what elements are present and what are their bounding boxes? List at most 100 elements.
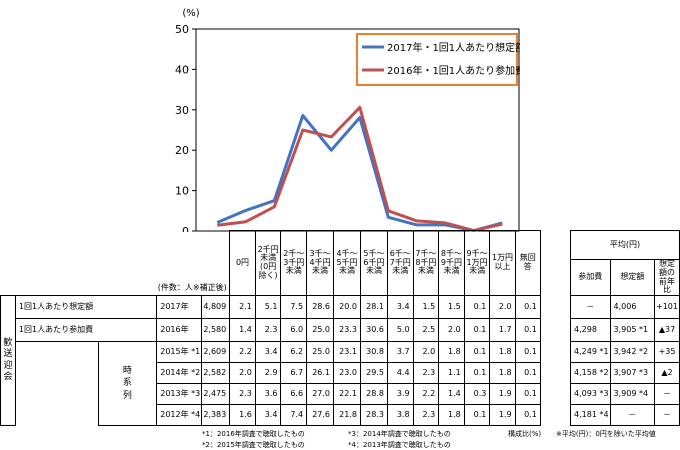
- value-cell: 1.8: [438, 341, 465, 364]
- avg-assumed: 4,006: [609, 295, 656, 320]
- avg-yoy: －: [654, 404, 680, 427]
- y-unit-label: (%): [182, 8, 199, 19]
- value-cell: 5.1: [254, 295, 282, 320]
- avg-yoy: －: [654, 383, 680, 406]
- value-cell: 1.9: [489, 383, 516, 406]
- value-cell: 20.0: [333, 295, 361, 320]
- value-cell: 1.9: [489, 404, 516, 427]
- y-tick-label: 30: [175, 104, 189, 117]
- row-count: 4,809: [201, 295, 231, 320]
- value-cell: 6.2: [280, 341, 308, 364]
- value-cell: 0.1: [514, 404, 541, 427]
- row-count: 2,475: [201, 383, 231, 406]
- avg-assumed: 3,942 *2: [609, 341, 656, 364]
- value-cell: 1.4: [438, 383, 465, 406]
- y-tick-label: 50: [175, 23, 189, 36]
- value-cell: 7.4: [280, 404, 308, 427]
- value-cell: 0.1: [514, 383, 541, 406]
- value-cell: 2.1: [229, 295, 256, 320]
- value-cell: 2.3: [412, 362, 440, 385]
- value-cell: 23.1: [333, 341, 361, 364]
- legend-box: [356, 33, 518, 86]
- col-header-10: 9千～ 1万円 未満: [463, 229, 491, 297]
- col-header-4: 3千～ 4千円 未満: [306, 229, 335, 297]
- value-cell: 0.3: [463, 383, 491, 406]
- value-cell: 30.8: [359, 341, 388, 364]
- value-cell: 0.1: [463, 341, 491, 364]
- avg-yoy: +35: [654, 341, 680, 364]
- avg-fee: 4,298: [570, 318, 611, 343]
- col-header-11: 1万円 以上: [489, 229, 516, 297]
- row-count: 2,580: [201, 318, 231, 343]
- legend-label-2: 2016年・1回1人あたり参加費: [387, 64, 520, 77]
- value-cell: 2.3: [412, 404, 440, 427]
- value-cell: 28.1: [359, 295, 388, 320]
- value-cell: 30.6: [359, 318, 388, 343]
- col-header-5: 4千～ 5千円 未満: [333, 229, 361, 297]
- y-tick-label: 20: [175, 144, 189, 157]
- table-row: 時系列 2015年 *1 2,609 2.2 3.4 6.2 25.0 23.1 30.8 3.7…: [1, 341, 680, 427]
- data-table: (件数：人※補正後) 0円 2千円 未満 (0円 除く) 2千～ 3千円 未満 3千～ 4千円 未満 4…: [0, 229, 680, 427]
- footnote-2: *2：2015年調査で聴取したもの: [202, 441, 305, 449]
- value-cell: 6.6: [280, 383, 308, 406]
- row-count: 2,609: [201, 341, 231, 364]
- value-cell: 3.4: [254, 404, 282, 427]
- value-cell: 28.3: [359, 404, 388, 427]
- series-line-2: [217, 105, 503, 232]
- row-year: 2015年 *1: [156, 341, 203, 364]
- avg-fee: 4,093 *3: [570, 383, 611, 406]
- value-cell: 27.6: [306, 404, 335, 427]
- value-cell: 2.0: [438, 318, 465, 343]
- value-cell: 0.1: [514, 318, 541, 343]
- row-label: 1回1人あたり想定額: [14, 295, 158, 320]
- blank-cell: [540, 342, 570, 363]
- value-cell: 25.0: [306, 318, 335, 343]
- avg-header-3: 想定額の 前年比: [654, 258, 680, 297]
- value-cell: 6.7: [280, 362, 308, 385]
- side-label: 歓送迎会: [0, 295, 16, 427]
- table-row: 歓送迎会 1回1人あたり想定額 2017年 4,809 2.1 5.1 7.5 28.6 20.…: [0, 295, 680, 427]
- y-tick-label: 40: [175, 63, 189, 76]
- value-cell: 1.8: [489, 341, 516, 364]
- table-row: 2012年 *4 2,383 1.6 3.4 7.4 27.6 21.8 28.3 3.8 2.3…: [1, 404, 680, 427]
- value-cell: 0.1: [463, 295, 491, 320]
- avg-yoy: ▲37: [654, 318, 680, 343]
- row-label: 1回1人あたり参加費: [14, 318, 158, 343]
- value-cell: 3.6: [254, 383, 282, 406]
- avg-fee: －: [570, 295, 611, 320]
- chart-legend: 2017年・1回1人あたり想定額 2016年・1回1人あたり参加費: [356, 33, 520, 86]
- value-cell: 2.3: [229, 383, 256, 406]
- value-cell: 5.0: [386, 318, 414, 343]
- blank-cell: [1, 231, 157, 296]
- composition-note: 構成比(%): [508, 430, 542, 438]
- value-cell: 0.1: [463, 362, 491, 385]
- avg-fee: 4,158 *2: [570, 362, 611, 385]
- col-header-6: 5千～ 6千円 未満: [359, 229, 388, 297]
- col-header-9: 8千～ 9千円 未満: [438, 229, 465, 297]
- col-header-1: 0円: [229, 229, 256, 297]
- row-year: 2016年: [156, 318, 203, 343]
- average-note: ※平均(円)：0円を除いた平均値: [556, 430, 656, 438]
- value-cell: 23.3: [333, 318, 361, 343]
- value-cell: 0.1: [514, 341, 541, 364]
- value-cell: 2.2: [229, 341, 256, 364]
- col-header-3: 2千～ 3千円 未満: [280, 229, 308, 297]
- legend-label-1: 2017年・1回1人あたり想定額: [387, 41, 520, 54]
- value-cell: 4.4: [386, 362, 414, 385]
- avg-assumed: 3,909 *4: [609, 383, 656, 406]
- row-year: 2013年 *3: [156, 383, 203, 406]
- row-count: 2,582: [201, 362, 231, 385]
- value-cell: 1.4: [229, 318, 256, 343]
- value-cell: 1.1: [438, 362, 465, 385]
- value-cell: 28.8: [359, 383, 388, 406]
- avg-header-1: 参加費: [570, 258, 611, 297]
- value-cell: 3.4: [254, 341, 282, 364]
- avg-assumed: 3,905 *1: [609, 318, 656, 343]
- value-cell: 28.6: [306, 295, 335, 320]
- blank-cell: [14, 341, 99, 426]
- table-row: 2013年 *3 2,475 2.3 3.6 6.6 27.0 22.1 28.8 3.9 2.2…: [1, 383, 680, 406]
- value-cell: 22.1: [333, 383, 361, 406]
- table-row: 1回1人あたり参加費 2016年 2,580 1.4 2.3 6.0 25.0 23.3 30.…: [1, 318, 680, 343]
- value-cell: 23.0: [333, 362, 361, 385]
- value-cell: 3.8: [386, 404, 414, 427]
